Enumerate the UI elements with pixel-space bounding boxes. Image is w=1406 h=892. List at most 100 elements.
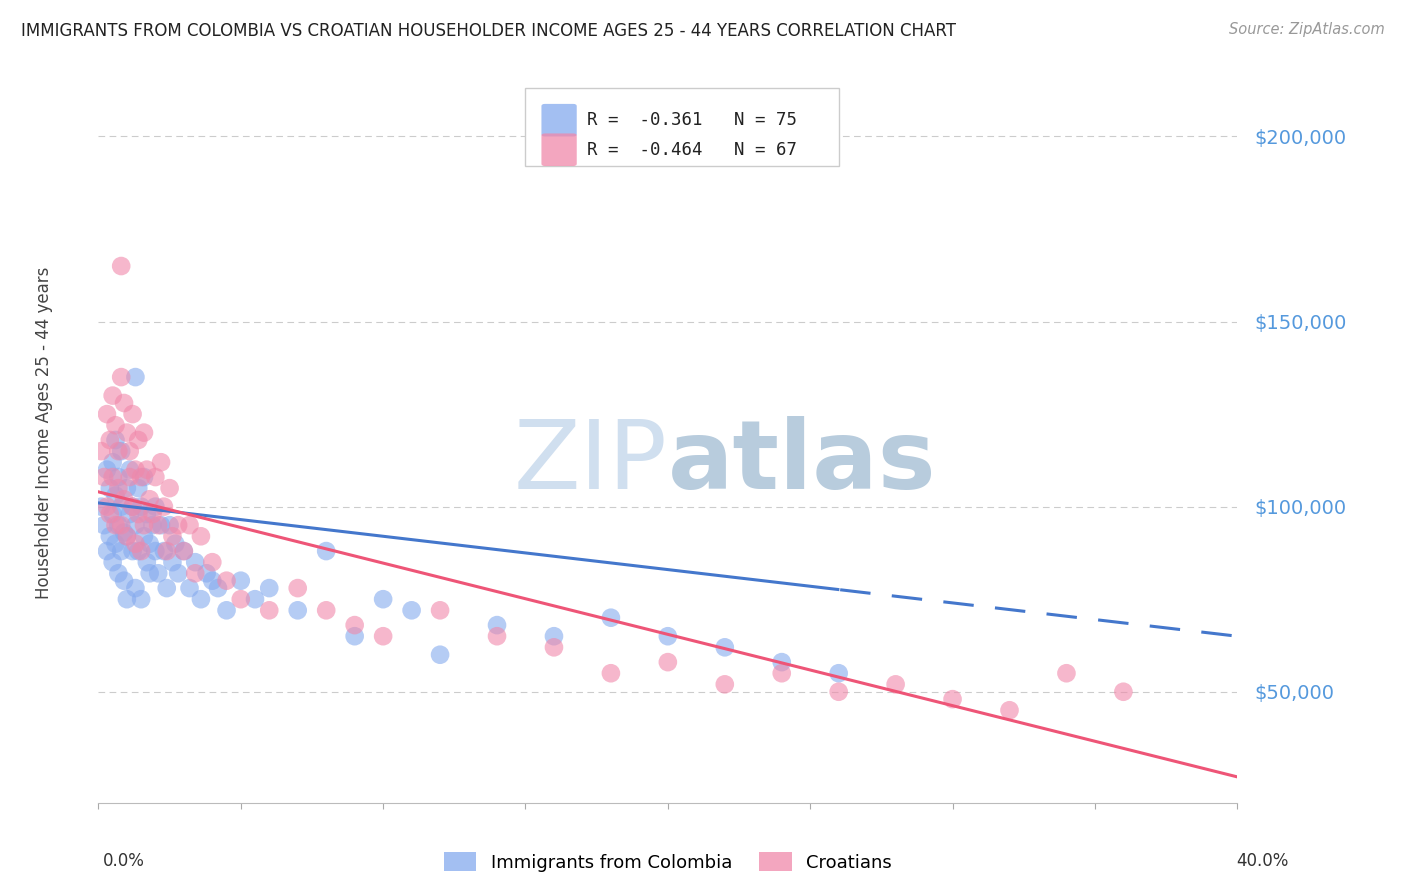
Point [145,500,167,514]
Point [101,555,124,569]
Point [115,425,138,440]
Point [486,629,509,643]
Point [156,581,179,595]
Point [101,507,124,521]
Point [167,566,190,581]
Point [110,370,132,384]
Text: 40.0%: 40.0% [1236,852,1289,870]
Point [486,618,509,632]
Point [104,433,127,447]
Point [104,518,127,533]
Point [135,555,157,569]
Point [259,603,281,617]
Point [115,481,138,495]
Point [184,555,207,569]
Point [112,574,135,588]
Point [884,677,907,691]
Point [135,507,157,521]
Point [138,536,160,550]
Point [184,566,207,581]
Point [124,370,146,384]
Point [127,481,149,495]
Point [159,518,181,533]
Point [179,518,201,533]
Text: atlas: atlas [668,416,936,508]
Point [287,581,309,595]
Point [215,603,238,617]
Point [343,618,366,632]
Point [129,470,152,484]
Point [98,433,121,447]
Point [828,666,851,681]
FancyBboxPatch shape [541,103,576,136]
Point [657,655,679,669]
Point [127,544,149,558]
Point [121,500,143,514]
Point [190,592,212,607]
Point [127,507,149,521]
Point [115,592,138,607]
Point [129,592,152,607]
Point [110,444,132,458]
Point [107,566,129,581]
Text: 0.0%: 0.0% [103,852,145,870]
Point [207,581,229,595]
Point [770,655,793,669]
Point [138,492,160,507]
Point [104,418,127,433]
Point [315,544,337,558]
Point [141,507,163,521]
Point [104,489,127,503]
Point [315,603,337,617]
Point [165,536,187,550]
Point [201,555,224,569]
Point [153,500,176,514]
Point [98,481,121,495]
Point [1056,666,1078,681]
Point [343,629,366,643]
Point [150,518,173,533]
Point [1112,685,1135,699]
Point [543,629,565,643]
Point [998,703,1021,717]
Point [107,481,129,495]
Point [129,500,152,514]
Point [714,640,737,655]
Point [107,518,129,533]
Point [98,529,121,543]
Point [121,407,143,421]
Point [93,518,115,533]
Point [156,544,179,558]
Point [96,407,118,421]
Point [159,481,181,495]
Point [118,444,141,458]
Point [96,500,118,514]
Point [93,470,115,484]
Point [138,566,160,581]
Point [96,544,118,558]
Point [90,500,112,514]
Point [90,444,112,458]
Point [118,470,141,484]
Point [714,677,737,691]
Point [124,581,146,595]
Point [201,574,224,588]
Point [112,525,135,540]
Text: Source: ZipAtlas.com: Source: ZipAtlas.com [1229,22,1385,37]
Point [162,529,184,543]
Point [600,666,623,681]
Point [141,518,163,533]
Point [600,611,623,625]
Point [107,470,129,484]
Point [132,529,155,543]
Point [129,544,152,558]
Point [121,500,143,514]
Point [124,518,146,533]
Point [150,455,173,469]
Point [259,581,281,595]
Point [167,518,190,533]
FancyBboxPatch shape [541,134,576,166]
Point [229,592,252,607]
Point [229,574,252,588]
Point [118,507,141,521]
